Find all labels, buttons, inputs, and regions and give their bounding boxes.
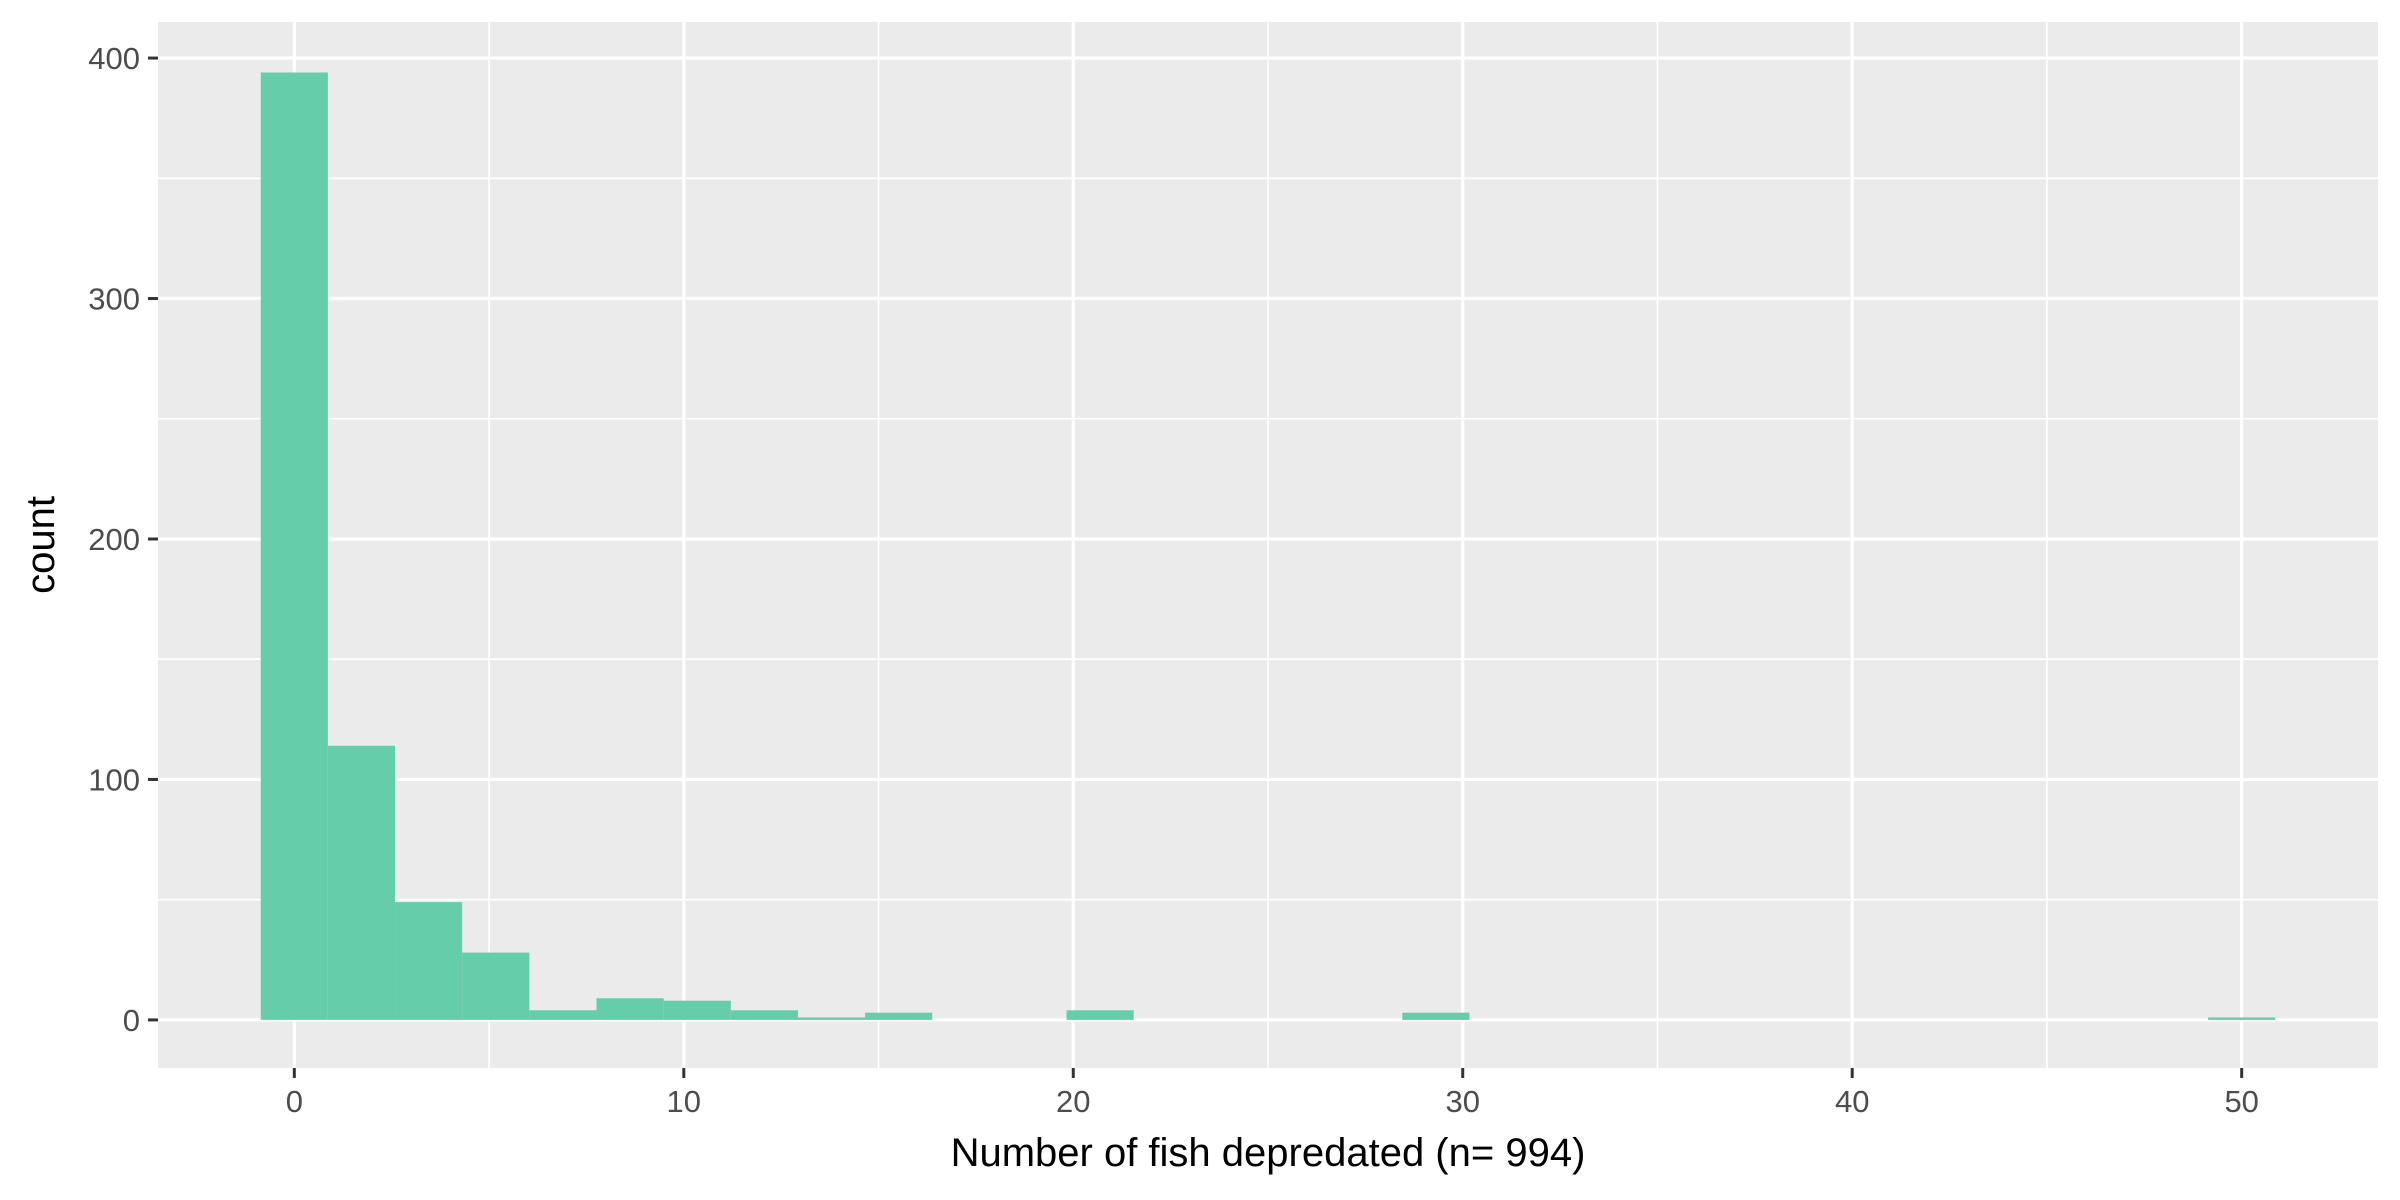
histogram-bar — [865, 1012, 933, 1020]
y-tick-label: 300 — [88, 282, 140, 317]
y-tick-label: 0 — [123, 1003, 140, 1038]
y-axis: 0 100 200 300 400 — [88, 41, 158, 1038]
x-axis: 0 10 20 30 40 50 — [286, 1068, 2259, 1119]
minor-gridlines — [158, 22, 2378, 1068]
histogram-bar — [260, 72, 328, 1020]
histogram-bar — [462, 952, 530, 1020]
x-tick-label: 10 — [667, 1084, 701, 1119]
histogram-bar — [2208, 1017, 2276, 1020]
y-axis-title: count — [19, 496, 63, 594]
histogram-bar — [1066, 1010, 1134, 1020]
y-tick-label: 400 — [88, 41, 140, 76]
y-tick-label: 200 — [88, 522, 140, 557]
x-tick-label: 40 — [1835, 1084, 1869, 1119]
histogram-bar — [797, 1017, 866, 1020]
histogram-bar — [1402, 1012, 1470, 1020]
x-tick-label: 30 — [1445, 1084, 1479, 1119]
histogram-bar — [395, 902, 463, 1020]
x-tick-label: 20 — [1056, 1084, 1090, 1119]
histogram-bar — [529, 1010, 597, 1020]
y-tick-label: 100 — [88, 762, 140, 797]
x-tick-label: 0 — [286, 1084, 303, 1119]
histogram-bars — [260, 72, 2276, 1020]
histogram-bar — [596, 998, 664, 1020]
histogram-bar — [730, 1010, 798, 1020]
histogram-bar — [327, 745, 396, 1020]
histogram-bar — [663, 1000, 731, 1020]
x-axis-title: Number of fish depredated (n= 994) — [951, 1131, 1586, 1175]
x-tick-label: 50 — [2224, 1084, 2258, 1119]
